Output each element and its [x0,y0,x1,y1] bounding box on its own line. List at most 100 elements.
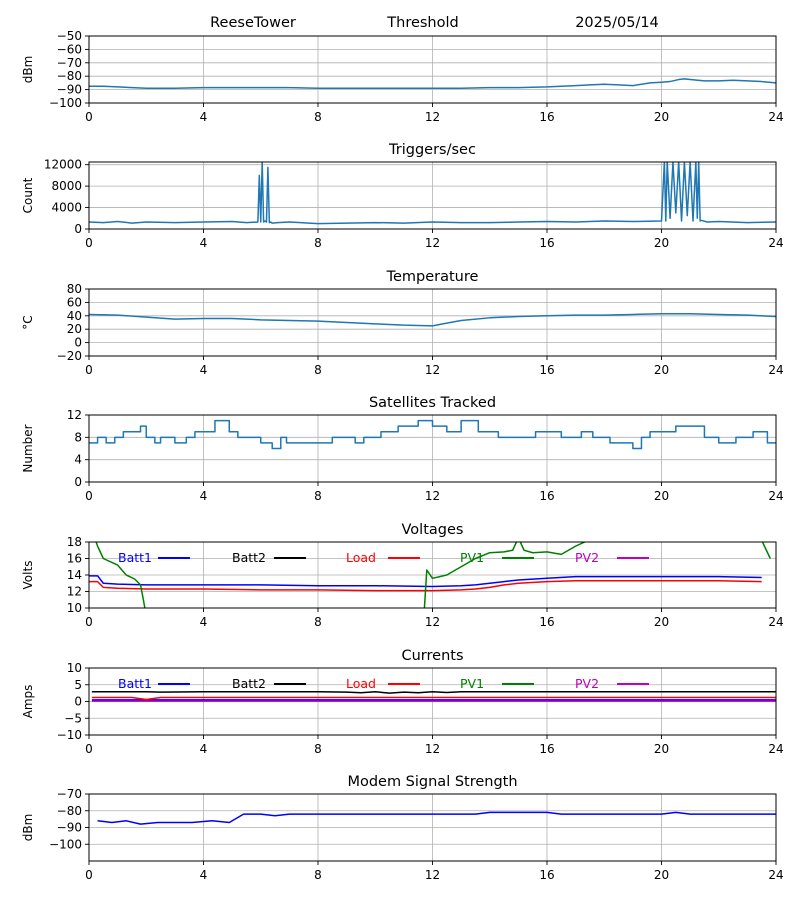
temperature-ytick-label-4: 60 [67,295,82,309]
triggers-series [89,162,776,225]
voltages-legend-label-load: Load [346,550,376,565]
threshold-ytick-label-2: −80 [57,69,82,83]
currents-xtick-label-4: 16 [539,742,554,756]
voltages-xtick-label-0: 0 [85,615,93,629]
temperature-xtick-label-6: 24 [768,363,783,377]
triggers-ytick-label-3: 12000 [44,158,82,172]
currents-series-load [91,696,776,701]
satellites-xtick-label-5: 20 [654,489,669,503]
triggers-series-0 [89,162,776,225]
triggers-ytick-label-0: 0 [74,222,82,236]
currents-ytick-label-1: −5 [64,711,82,725]
currents-series [91,691,776,702]
triggers-xtick-label-6: 24 [768,236,783,250]
currents-ylabel: Amps [21,685,35,719]
voltages-series-load [89,580,762,592]
threshold-panel: 0 4 8 12 16 20 24 −100−90−80−70−60−50 dBm [21,29,784,124]
currents-ytick-label-2: 0 [74,695,82,709]
satellites-title: Satellites Tracked [369,395,496,411]
modem-ytick-label-0: −100 [49,837,82,851]
modem-ytick-label-2: −80 [57,804,82,818]
temperature-ytick-label-0: −20 [57,349,82,363]
temperature-ytick-label-1: 0 [74,336,82,350]
modem-ylabel: dBm [21,814,35,842]
currents-ytick-label-0: −10 [57,728,82,742]
modem-title: Modem Signal Strength [347,774,517,790]
triggers-xtick-label-0: 0 [85,236,93,250]
modem-series-0 [97,811,776,825]
voltages-xtick-label-6: 24 [768,615,783,629]
threshold-xtick-label-1: 4 [200,110,208,124]
voltages-xtick-label-2: 8 [314,615,322,629]
currents-xtick-label-5: 20 [654,742,669,756]
threshold-ytick-label-0: −100 [49,96,82,110]
modem-series [97,811,776,825]
temperature-ytick-label-3: 40 [67,309,82,323]
header-measure: Threshold [386,15,458,31]
threshold-series [89,78,776,90]
voltages-xtick-label-1: 4 [200,615,208,629]
modem-xtick-label-1: 4 [200,868,208,882]
voltages-xtick-label-4: 16 [539,615,554,629]
satellites-ytick-label-3: 12 [67,408,82,422]
modem-xtick-label-6: 24 [768,868,783,882]
satellites-ylabel: Number [21,424,35,472]
temperature-ylabel: °C [21,315,35,329]
temperature-xtick-label-4: 16 [539,363,554,377]
voltages-xtick-label-3: 12 [425,615,440,629]
currents-xtick-label-2: 8 [314,742,322,756]
threshold-ylabel: dBm [21,56,35,84]
voltages-ylabel: Volts [21,561,35,590]
modem-xtick-label-5: 20 [654,868,669,882]
voltages-ytick-label-2: 14 [67,568,82,582]
threshold-ytick-label-5: −50 [57,29,82,43]
triggers-xtick-label-5: 20 [654,236,669,250]
voltages-title: Voltages [402,522,464,538]
threshold-ytick-label-3: −70 [57,56,82,70]
voltages-ytick-label-3: 16 [67,552,82,566]
currents-legend-label-batt2: Batt2 [232,676,266,691]
temperature-ytick-label-5: 80 [67,282,82,296]
voltages-series-batt1 [89,575,762,588]
modem-xtick-label-2: 8 [314,868,322,882]
currents-legend-label-batt1: Batt1 [118,676,152,691]
threshold-xtick-label-2: 8 [314,110,322,124]
modem-ytick-label-3: −70 [57,787,82,801]
voltages-ytick-label-1: 12 [67,585,82,599]
header: ReeseTower Threshold 2025/05/14 [210,15,659,31]
currents-series-batt2 [91,691,776,694]
voltages-panel: 0 4 8 12 16 20 24 10 12 14 16 18 Voltages Volts Batt1 B… [21,522,784,629]
threshold-xtick-label-4: 16 [539,110,554,124]
temperature-ytick-label-2: 20 [67,322,82,336]
satellites-xtick-label-6: 24 [768,489,783,503]
temperature-series [89,313,776,327]
modem-xtick-label-0: 0 [85,868,93,882]
triggers-ytick-label-1: 4000 [51,201,82,215]
currents-ytick-label-3: 5 [74,678,82,692]
triggers-xtick-label-4: 16 [539,236,554,250]
currents-ytick-label-4: 10 [67,661,82,675]
modem-panel: 0 4 8 12 16 20 24 −100 −90 −80 −70 Modem Signal Str… [21,774,784,882]
temperature-xtick-label-5: 20 [654,363,669,377]
modem-ytick-label-1: −90 [57,821,82,835]
currents-title: Currents [401,648,463,664]
temperature-series-0 [89,313,776,327]
header-station: ReeseTower [210,15,296,31]
currents-xtick-label-1: 4 [200,742,208,756]
temperature-xtick-label-0: 0 [85,363,93,377]
threshold-ytick-label-4: −60 [57,42,82,56]
temperature-title: Temperature [386,269,479,285]
satellites-ytick-label-1: 4 [74,453,82,467]
threshold-ytick-label-1: −90 [57,83,82,97]
currents-xtick-label-6: 24 [768,742,783,756]
threshold-xtick-label-3: 12 [425,110,440,124]
currents-xtick-label-3: 12 [425,742,440,756]
satellites-xtick-label-0: 0 [85,489,93,503]
triggers-xtick-label-1: 4 [200,236,208,250]
voltages-legend-label-pv1: PV1 [460,550,484,565]
threshold-series-0 [89,78,776,90]
satellites-series [89,419,776,450]
modem-xtick-label-4: 16 [539,868,554,882]
